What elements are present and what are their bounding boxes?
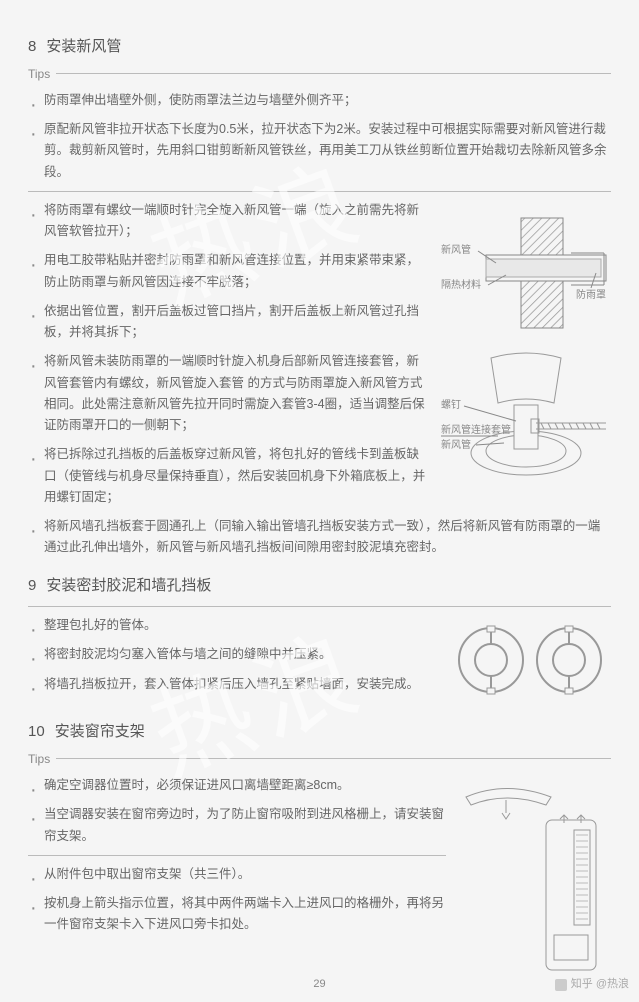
tips-label: Tips — [28, 749, 50, 769]
footer-text: 知乎 @热浪 — [571, 975, 629, 994]
section-9-heading: 9 安装密封胶泥和墙孔挡板 — [28, 573, 611, 599]
item-list: 将防雨罩有螺纹一端顺时针完全旋入新风管一端（旋入之前需先将新风管软管拉开）； 用… — [28, 200, 426, 508]
section-title: 安装窗帘支架 — [55, 719, 145, 745]
list-item: 原配新风管非拉开状态下长度为0.5米，拉开状态下为2米。安装过程中可根据实际需要… — [28, 119, 611, 183]
tips-list: 确定空调器位置时，必须保证进风口离墙壁距离≥8cm。 当空调器安装在窗帘旁边时，… — [28, 775, 446, 847]
section-title: 安装密封胶泥和墙孔挡板 — [46, 573, 211, 599]
item-list: 整理包扎好的管体。 将密封胶泥均匀塞入管体与墙之间的缝隙中并压紧。 将墙孔挡板拉… — [28, 615, 441, 695]
label-pipe2: 新风管 — [441, 438, 471, 451]
figure-wall-section: 新风管 隔热材料 防雨罩 — [436, 213, 611, 333]
divider — [28, 191, 611, 192]
divider — [28, 855, 446, 856]
list-item: 将密封胶泥均匀塞入管体与墙之间的缝隙中并压紧。 — [28, 644, 441, 665]
label-rain: 防雨罩 — [576, 288, 606, 301]
label-pipe: 新风管 — [441, 243, 471, 256]
section-num: 9 — [28, 573, 36, 599]
label-connector: 新风管连接套管 — [441, 423, 511, 436]
tips-list: 防雨罩伸出墙壁外侧，使防雨罩法兰边与墙壁外侧齐平； 原配新风管非拉开状态下长度为… — [28, 90, 611, 183]
list-item: 确定空调器位置时，必须保证进风口离墙壁距离≥8cm。 — [28, 775, 446, 796]
divider — [56, 73, 611, 74]
page-number: 29 — [313, 975, 325, 994]
list-item: 防雨罩伸出墙壁外侧，使防雨罩法兰边与墙壁外侧齐平； — [28, 90, 611, 111]
section-num: 10 — [28, 719, 45, 745]
section-num: 8 — [28, 34, 36, 60]
divider — [56, 758, 611, 759]
section-8-heading: 8 安装新风管 — [28, 34, 611, 60]
label-screw: 螺钉 — [441, 399, 461, 411]
list-item: 当空调器安装在窗帘旁边时，为了防止窗帘吸附到进风格栅上，请安装窗帘支架。 — [28, 804, 446, 847]
list-item: 将已拆除过孔挡板的后盖板穿过新风管，将包扎好的管线卡到盖板缺口（使管线与机身尽量… — [28, 444, 426, 508]
list-item: 将新风墙孔挡板套于圆通孔上（同输入输出管墙孔挡板安装方式一致），然后将新风管有防… — [28, 516, 611, 559]
figure-curtain-bracket — [456, 775, 611, 975]
list-item: 用电工胶带粘贴并密封防雨罩和新风管连接位置，并用束紧带束紧，防止防雨罩与新风管因… — [28, 250, 426, 293]
divider — [28, 606, 611, 607]
list-item: 依据出管位置，割开后盖板过管口挡片，割开后盖板上新风管过孔挡板，并将其拆下； — [28, 301, 426, 344]
list-item: 将防雨罩有螺纹一端顺时针完全旋入新风管一端（旋入之前需先将新风管软管拉开）； — [28, 200, 426, 243]
section-title: 安装新风管 — [46, 34, 121, 60]
tips-row: Tips — [28, 64, 611, 84]
figure-wall-plates — [451, 615, 611, 705]
list-item: 整理包扎好的管体。 — [28, 615, 441, 636]
list-item: 按机身上箭头指示位置，将其中两件两端卡入上进风口的格栅外，再将另一件窗帘支架卡入… — [28, 893, 446, 936]
footer-credit: 知乎 @热浪 — [555, 975, 629, 994]
item-list: 将新风墙孔挡板套于圆通孔上（同输入输出管墙孔挡板安装方式一致），然后将新风管有防… — [28, 516, 611, 559]
figure-connector: 螺钉 新风管连接套管 新风管 — [436, 343, 611, 503]
list-item: 将新风管未装防雨罩的一端顺时针旋入机身后部新风管连接套管，新风管套管内有螺纹，新… — [28, 351, 426, 436]
section-10-heading: 10 安装窗帘支架 — [28, 719, 611, 745]
label-insulation: 隔热材料 — [441, 278, 481, 291]
zhihu-icon — [555, 979, 567, 991]
tips-label: Tips — [28, 64, 50, 84]
list-item: 从附件包中取出窗帘支架（共三件）。 — [28, 864, 446, 885]
list-item: 将墙孔挡板拉开，套入管体扣紧后压入墙孔至紧贴墙面，安装完成。 — [28, 674, 441, 695]
tips-row: Tips — [28, 749, 611, 769]
item-list: 从附件包中取出窗帘支架（共三件）。 按机身上箭头指示位置，将其中两件两端卡入上进… — [28, 864, 446, 936]
